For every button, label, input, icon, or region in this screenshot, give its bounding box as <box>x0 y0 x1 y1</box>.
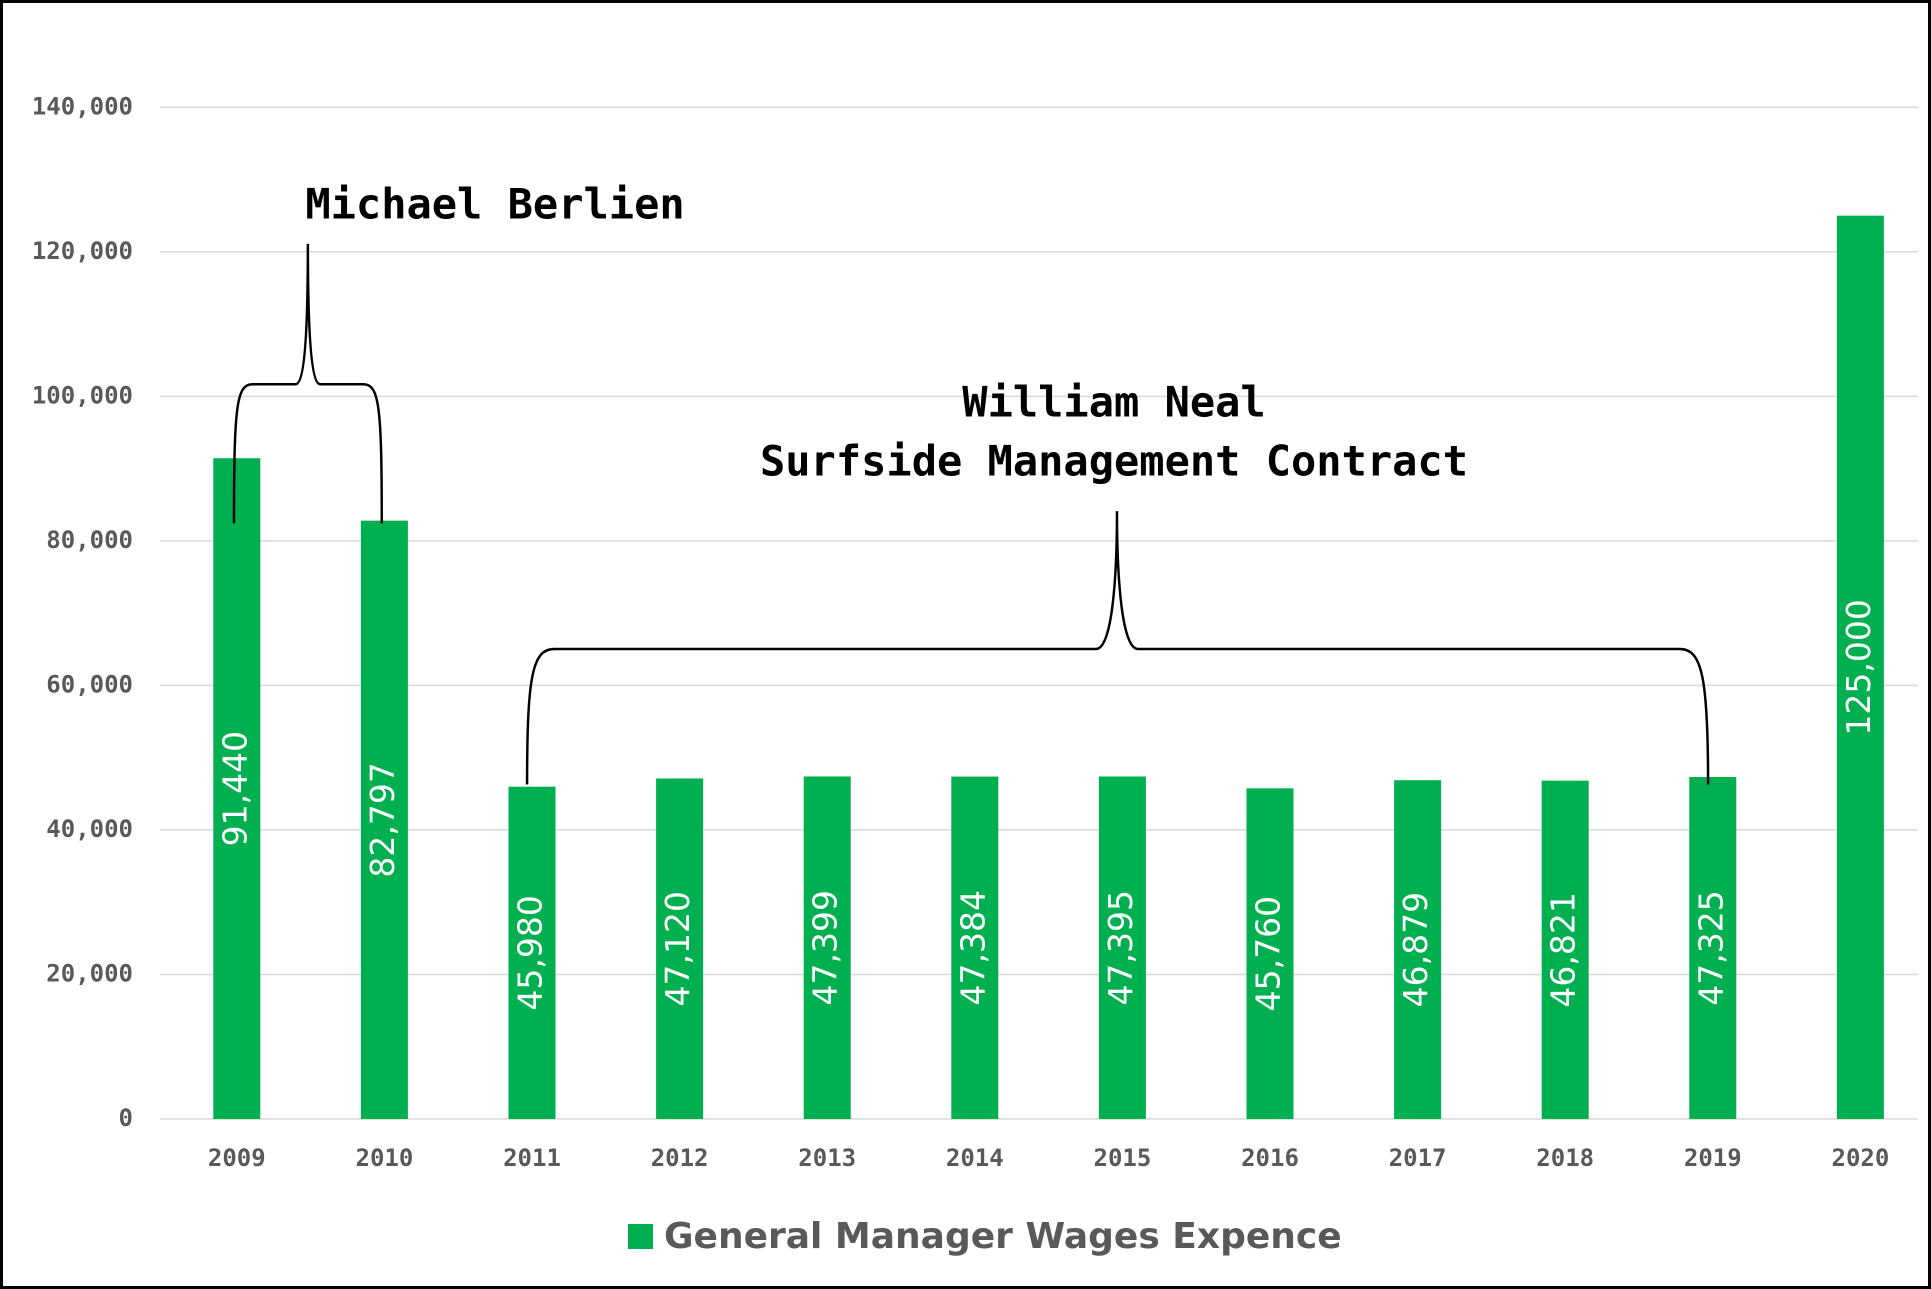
x-tick-label: 2011 <box>503 1144 561 1172</box>
bar <box>213 458 261 1119</box>
x-tick-label: 2013 <box>798 1144 856 1172</box>
legend-label: General Manager Wages Expence <box>664 1216 1342 1257</box>
value-label: 47,120 <box>658 891 697 1006</box>
x-tick-label: 2012 <box>651 1144 709 1172</box>
x-tick-label: 2009 <box>208 1144 266 1172</box>
bar <box>951 776 999 1119</box>
braces <box>232 243 1710 785</box>
value-label: 46,879 <box>1396 892 1435 1007</box>
x-tick-label: 2018 <box>1536 1144 1594 1172</box>
y-tick-label: 80,000 <box>46 526 133 554</box>
bar <box>1836 215 1884 1119</box>
annotation: Michael Berlien <box>305 180 684 229</box>
bar <box>1689 776 1737 1119</box>
y-tick-label: 0 <box>119 1104 133 1132</box>
value-label: 46,821 <box>1544 892 1583 1007</box>
x-tick-label: 2015 <box>1094 1144 1152 1172</box>
x-tick-label: 2016 <box>1241 1144 1299 1172</box>
y-tick-label: 100,000 <box>32 381 133 409</box>
bar <box>656 778 704 1119</box>
x-tick-label: 2019 <box>1684 1144 1742 1172</box>
bar <box>803 776 851 1119</box>
annotation: William Neal <box>962 378 1265 427</box>
bar <box>1541 780 1589 1119</box>
value-label: 47,395 <box>1101 890 1140 1005</box>
value-label: 47,399 <box>806 890 845 1005</box>
x-tick-label: 2020 <box>1832 1144 1890 1172</box>
value-label: 82,797 <box>363 762 402 877</box>
y-tick-label: 20,000 <box>46 959 133 987</box>
bar <box>1098 776 1146 1119</box>
brace-neal <box>525 511 1710 785</box>
value-label: 45,980 <box>511 895 550 1010</box>
bars: 91,440 82,797 45,980 47,120 47,399 47,384 47,3… <box>213 215 1884 1119</box>
value-label: 91,440 <box>215 731 254 846</box>
value-label: 45,760 <box>1249 896 1288 1011</box>
value-label: 125,000 <box>1839 599 1878 735</box>
brace-berlien <box>232 243 383 524</box>
annotation: Surfside Management Contract <box>760 437 1468 486</box>
legend-swatch <box>628 1224 653 1249</box>
x-tick-label: 2014 <box>946 1144 1004 1172</box>
bar <box>508 786 556 1119</box>
bar <box>360 520 408 1119</box>
bar <box>1394 780 1442 1119</box>
x-tick-label: 2017 <box>1389 1144 1447 1172</box>
legend: General Manager Wages Expence <box>628 1216 1342 1257</box>
value-label: 47,384 <box>953 890 992 1005</box>
y-tick-label: 40,000 <box>46 815 133 843</box>
grid <box>160 106 1918 1120</box>
y-tick-label: 140,000 <box>32 92 133 120</box>
value-label: 47,325 <box>1691 890 1730 1005</box>
y-tick-label: 120,000 <box>32 237 133 265</box>
bar <box>1246 788 1294 1119</box>
x-tick-label: 2010 <box>356 1144 414 1172</box>
y-tick-label: 60,000 <box>46 670 133 698</box>
